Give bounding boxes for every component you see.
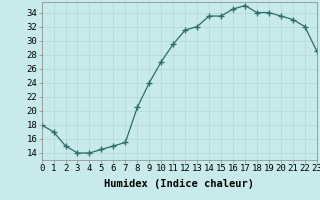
X-axis label: Humidex (Indice chaleur): Humidex (Indice chaleur) [104,179,254,189]
